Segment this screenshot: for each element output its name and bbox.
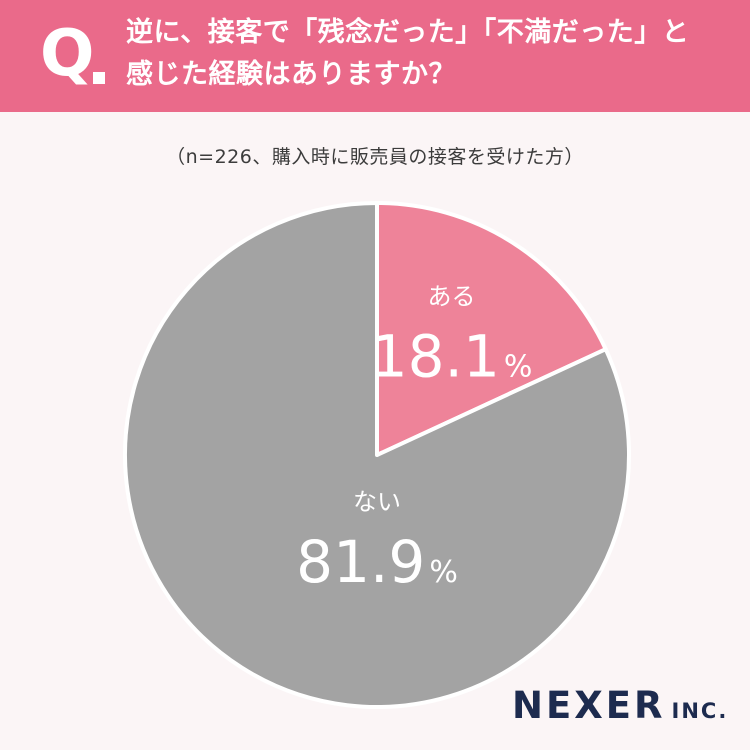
- pie-slice-label-0: ある: [428, 283, 476, 311]
- nexer-logo: NEXER INC.: [512, 684, 728, 727]
- question-line-1: 逆に、接客で「残念だった」「不満だった」と: [126, 17, 690, 48]
- question-mark: Q: [40, 17, 95, 91]
- pie-label-1: ない 81.9%: [296, 488, 458, 596]
- question-line-2: 感じた経験はありますか？: [126, 59, 456, 90]
- question-text: 逆に、接客で「残念だった」「不満だった」と 感じた経験はありますか？: [126, 12, 726, 96]
- pie-label-0: ある 18.1%: [371, 283, 533, 391]
- pie-slice-value-1: 81.9%: [296, 528, 458, 596]
- question-mark-dot: [93, 72, 105, 84]
- pie-slice-label-1: ない: [353, 488, 401, 516]
- sample-note: （n=226、購入時に販売員の接客を受けた方）: [166, 146, 584, 168]
- pie-slice-1: [123, 201, 631, 709]
- logo-main-text: NEXER: [512, 684, 666, 727]
- pie-slice-value-0: 18.1%: [371, 323, 533, 391]
- pie-slice-0: [375, 201, 608, 457]
- logo-sub-text: INC.: [671, 699, 729, 723]
- question-banner: Q 逆に、接客で「残念だった」「不満だった」と 感じた経験はありますか？: [0, 0, 750, 112]
